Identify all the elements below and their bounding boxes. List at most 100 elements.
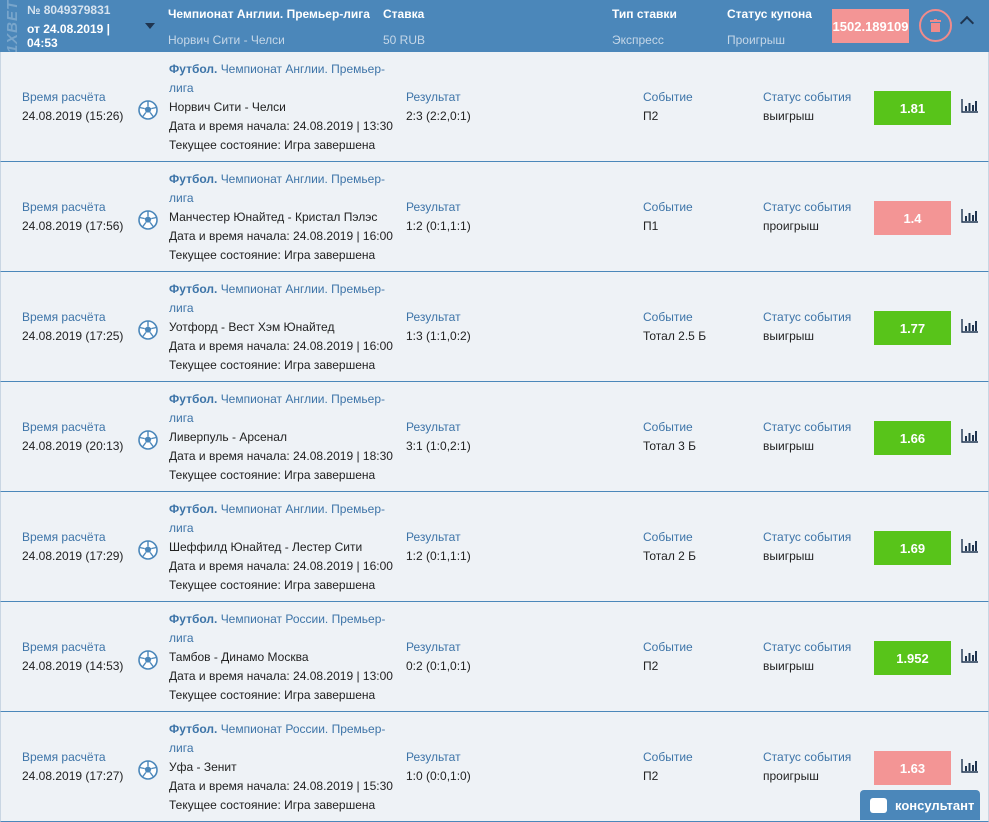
calc-time-label: Время расчёта bbox=[22, 640, 106, 654]
sport-label: Футбол. bbox=[169, 62, 218, 76]
collapse-chevron-icon[interactable] bbox=[959, 15, 975, 31]
event-value: Тотал 2.5 Б bbox=[643, 329, 707, 343]
statistics-icon[interactable] bbox=[961, 759, 978, 773]
result-value: 1:2 (0:1,1:1) bbox=[406, 549, 471, 563]
calc-time-label: Время расчёта bbox=[22, 310, 106, 324]
league-link-cont[interactable]: лига bbox=[169, 521, 194, 535]
result-value: 1:2 (0:1,1:1) bbox=[406, 219, 471, 233]
consultant-button[interactable]: консультант bbox=[860, 790, 980, 820]
league-link-cont[interactable]: лига bbox=[169, 741, 194, 755]
bet-type-value: Экспресс bbox=[612, 33, 664, 47]
stake-value: 50 RUB bbox=[383, 33, 426, 47]
event-status-value: выигрыш bbox=[763, 549, 815, 563]
league-link-cont[interactable]: лига bbox=[169, 631, 194, 645]
calc-time-label: Время расчёта bbox=[22, 530, 106, 544]
delete-button[interactable] bbox=[919, 9, 952, 42]
league-link-cont[interactable]: лига bbox=[169, 81, 194, 95]
start-time: Дата и время начала: 24.08.2019 | 13:00 bbox=[169, 669, 393, 683]
calc-time: 24.08.2019 (17:25) bbox=[22, 329, 124, 343]
football-icon bbox=[138, 540, 158, 560]
odds-badge: 1.952 bbox=[874, 641, 951, 675]
league-link[interactable]: Чемпионат Англии. Премьер- bbox=[220, 392, 385, 406]
event-status-value: выигрыш bbox=[763, 329, 815, 343]
match-name: Уотфорд - Вест Хэм Юнайтед bbox=[169, 320, 335, 334]
league-link[interactable]: Чемпионат Англии. Премьер- bbox=[220, 172, 385, 186]
coupon-number: № 8049379831 bbox=[27, 3, 111, 17]
statistics-icon[interactable] bbox=[961, 209, 978, 223]
calc-time: 24.08.2019 (20:13) bbox=[22, 439, 124, 453]
result-label: Результат bbox=[406, 90, 461, 104]
match-state: Текущее состояние: Игра завершена bbox=[169, 248, 376, 262]
statistics-icon[interactable] bbox=[961, 319, 978, 333]
coupon-header[interactable]: 1XBET № 8049379831 от 24.08.2019 | 04:53… bbox=[0, 0, 989, 52]
sport-label: Футбол. bbox=[169, 502, 218, 516]
statistics-icon[interactable] bbox=[961, 539, 978, 553]
match-state: Текущее состояние: Игра завершена bbox=[169, 468, 376, 482]
event-value: П1 bbox=[643, 219, 659, 233]
event-status-label: Статус события bbox=[763, 420, 852, 434]
bet-type-label: Тип ставки bbox=[612, 7, 677, 21]
event-status-value: выигрыш bbox=[763, 439, 815, 453]
bet-row: Время расчёта 24.08.2019 (20:13) Футбол.… bbox=[0, 382, 989, 492]
league-link-cont[interactable]: лига bbox=[169, 411, 194, 425]
calc-time-label: Время расчёта bbox=[22, 750, 106, 764]
league-link[interactable]: Чемпионат России. Премьер- bbox=[220, 722, 386, 736]
odds-badge: 1.66 bbox=[874, 421, 951, 455]
event-label: Событие bbox=[643, 310, 693, 324]
statistics-icon[interactable] bbox=[961, 429, 978, 443]
event-status-label: Статус события bbox=[763, 750, 852, 764]
brand-logo: 1XBET bbox=[4, 0, 17, 52]
league-link-cont[interactable]: лига bbox=[169, 191, 194, 205]
league-link[interactable]: Чемпионат Англии. Премьер- bbox=[220, 62, 385, 76]
calc-time: 24.08.2019 (14:53) bbox=[22, 659, 124, 673]
calc-time-label: Время расчёта bbox=[22, 420, 106, 434]
bet-row: Время расчёта 24.08.2019 (17:27) Футбол.… bbox=[0, 712, 989, 822]
result-value: 1:3 (1:1,0:2) bbox=[406, 329, 471, 343]
bet-row: Время расчёта 24.08.2019 (17:25) Футбол.… bbox=[0, 272, 989, 382]
coupon-status-label: Статус купона bbox=[727, 7, 812, 21]
result-label: Результат bbox=[406, 640, 461, 654]
statistics-icon[interactable] bbox=[961, 649, 978, 663]
event-value: П2 bbox=[643, 769, 659, 783]
event-label: Событие bbox=[643, 530, 693, 544]
event-value: П2 bbox=[643, 659, 659, 673]
football-icon bbox=[138, 210, 158, 230]
league-link[interactable]: Чемпионат России. Премьер- bbox=[220, 612, 386, 626]
event-status-label: Статус события bbox=[763, 90, 852, 104]
event-value: Тотал 3 Б bbox=[643, 439, 697, 453]
league-title: Чемпионат Англии. Премьер-лига bbox=[168, 7, 370, 21]
match-state: Текущее состояние: Игра завершена bbox=[169, 138, 376, 152]
football-icon bbox=[138, 320, 158, 340]
sport-label: Футбол. bbox=[169, 612, 218, 626]
start-time: Дата и время начала: 24.08.2019 | 16:00 bbox=[169, 559, 393, 573]
start-time: Дата и время начала: 24.08.2019 | 13:30 bbox=[169, 119, 393, 133]
match-name: Норвич Сити - Челси bbox=[168, 33, 285, 47]
result-value: 2:3 (2:2,0:1) bbox=[406, 109, 471, 123]
league-link[interactable]: Чемпионат Англии. Премьер- bbox=[220, 502, 385, 516]
football-icon bbox=[138, 760, 158, 780]
result-label: Результат bbox=[406, 750, 461, 764]
result-label: Результат bbox=[406, 200, 461, 214]
odds-badge: 1.63 bbox=[874, 751, 951, 785]
league-link-cont[interactable]: лига bbox=[169, 301, 194, 315]
odds-badge: 1.77 bbox=[874, 311, 951, 345]
event-value: П2 bbox=[643, 109, 659, 123]
caret-down-icon[interactable] bbox=[145, 23, 155, 29]
event-status-label: Статус события bbox=[763, 200, 852, 214]
chat-icon bbox=[870, 797, 887, 813]
coupon-time: 04:53 bbox=[27, 36, 58, 50]
coupon-status-value: Проигрыш bbox=[727, 33, 785, 47]
event-status-label: Статус события bbox=[763, 310, 852, 324]
football-icon bbox=[138, 100, 158, 120]
calc-time: 24.08.2019 (17:29) bbox=[22, 549, 124, 563]
football-icon bbox=[138, 430, 158, 450]
event-status-value: выигрыш bbox=[763, 659, 815, 673]
match-name: Уфа - Зенит bbox=[169, 760, 237, 774]
league-link[interactable]: Чемпионат Англии. Премьер- bbox=[220, 282, 385, 296]
statistics-icon[interactable] bbox=[961, 99, 978, 113]
odds-badge: 1.69 bbox=[874, 531, 951, 565]
result-value: 3:1 (1:0,2:1) bbox=[406, 439, 471, 453]
match-name: Ливерпуль - Арсенал bbox=[169, 430, 287, 444]
sport-label: Футбол. bbox=[169, 282, 218, 296]
calc-time-label: Время расчёта bbox=[22, 200, 106, 214]
